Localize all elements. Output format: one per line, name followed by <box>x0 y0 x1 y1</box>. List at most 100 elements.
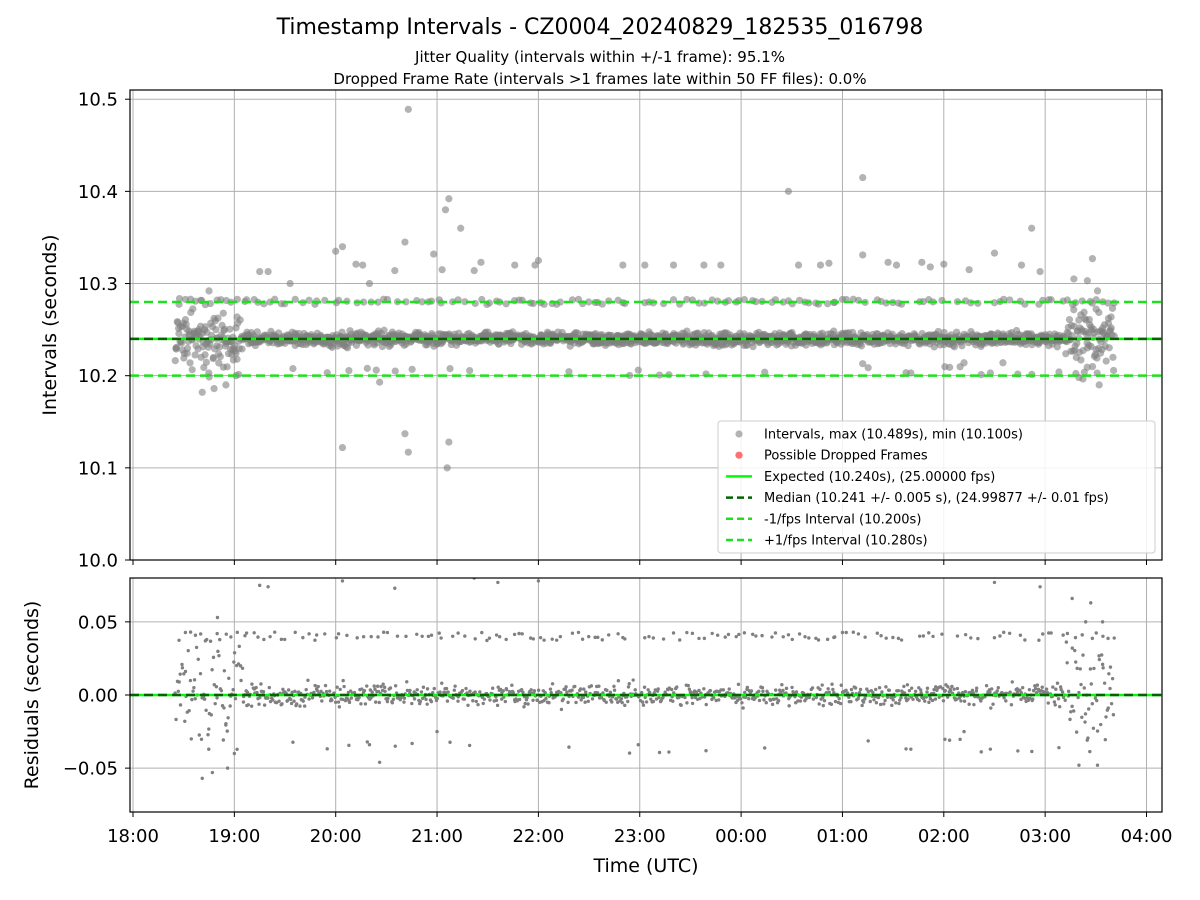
residual-point <box>193 697 197 701</box>
residual-point <box>494 633 499 637</box>
residual-point <box>909 747 913 751</box>
interval-point <box>1047 296 1055 304</box>
residual-point <box>1078 667 1082 671</box>
residual-point <box>570 631 575 635</box>
residual-point <box>856 696 860 701</box>
residual-point <box>727 687 731 691</box>
residual-point <box>946 685 950 689</box>
residual-point <box>784 686 789 691</box>
residual-point <box>448 740 452 744</box>
residual-point <box>182 672 186 676</box>
residual-point <box>194 645 199 650</box>
residual-point <box>239 678 243 683</box>
residual-point <box>255 690 259 695</box>
residual-point <box>652 691 656 695</box>
interval-point <box>445 438 453 446</box>
residual-point <box>1070 704 1074 709</box>
residual-point <box>919 691 923 695</box>
residual-point <box>1070 646 1074 650</box>
interval-point <box>1055 368 1063 376</box>
residual-point <box>930 698 935 703</box>
residual-point <box>896 636 901 641</box>
residual-point <box>1112 636 1116 640</box>
residual-point <box>531 698 535 702</box>
residual-point <box>532 689 537 693</box>
residual-point <box>373 687 377 691</box>
residual-point <box>365 740 370 744</box>
residual-point <box>608 690 613 694</box>
interval-point <box>461 298 469 306</box>
residual-point <box>333 695 337 699</box>
residual-point <box>178 703 183 707</box>
residual-point <box>525 696 529 700</box>
residual-point <box>323 683 328 688</box>
residual-point <box>605 688 609 693</box>
residual-point <box>868 699 872 704</box>
x-tick-label: 00:00 <box>715 826 767 847</box>
residual-point <box>821 695 825 700</box>
residual-point <box>280 702 284 706</box>
residual-point <box>626 699 630 704</box>
residual-point <box>425 687 430 691</box>
residual-point <box>587 634 591 639</box>
interval-point <box>1083 277 1091 285</box>
interval-point <box>233 355 241 363</box>
residual-point <box>210 770 215 775</box>
interval-point <box>360 298 368 306</box>
residual-point <box>191 689 195 693</box>
residual-point <box>559 691 563 695</box>
residual-point <box>1035 683 1040 687</box>
residual-point <box>522 705 526 709</box>
residual-point <box>222 706 226 710</box>
residual-point <box>616 679 621 683</box>
residual-point <box>1057 704 1062 709</box>
residual-point <box>884 685 888 689</box>
residual-point <box>726 690 730 695</box>
interval-point <box>940 260 948 268</box>
residual-point <box>967 702 971 706</box>
residual-point <box>1109 701 1114 706</box>
residual-point <box>882 702 886 706</box>
residual-point <box>519 687 524 692</box>
residual-point <box>267 685 272 690</box>
residual-point <box>1092 666 1096 671</box>
residual-point <box>473 637 477 641</box>
residual-point <box>768 698 773 703</box>
interval-point <box>352 260 360 268</box>
residual-point <box>647 690 652 695</box>
interval-point <box>175 329 183 338</box>
intervals-y-tick-label: 10.2 <box>78 366 118 387</box>
residual-point <box>1037 638 1041 642</box>
residual-point <box>743 695 748 700</box>
residual-point <box>1020 685 1025 690</box>
residual-point <box>760 686 765 690</box>
residual-point <box>875 631 879 635</box>
residual-point <box>675 685 679 689</box>
x-tick-label: 21:00 <box>411 826 463 847</box>
residual-point <box>578 687 583 691</box>
residual-point <box>799 695 804 699</box>
residual-point <box>1074 660 1078 664</box>
residual-point <box>337 705 342 709</box>
residual-point <box>620 700 624 705</box>
residual-point <box>1046 701 1050 705</box>
residual-point <box>974 686 979 690</box>
residual-point <box>510 683 514 687</box>
residual-point <box>431 691 435 695</box>
residual-point <box>207 747 211 751</box>
interval-point <box>907 369 915 377</box>
residual-point <box>704 748 708 753</box>
residual-point <box>347 700 352 705</box>
residual-point <box>721 688 726 692</box>
interval-point <box>502 300 510 308</box>
interval-point <box>446 364 454 373</box>
residual-point <box>685 701 689 705</box>
residual-point <box>860 703 864 708</box>
residual-point <box>616 632 620 636</box>
interval-point <box>965 266 973 274</box>
residual-point <box>410 741 414 746</box>
residual-point <box>277 699 281 703</box>
residual-point <box>266 696 270 700</box>
residual-point <box>256 635 260 639</box>
residual-point <box>377 760 382 764</box>
